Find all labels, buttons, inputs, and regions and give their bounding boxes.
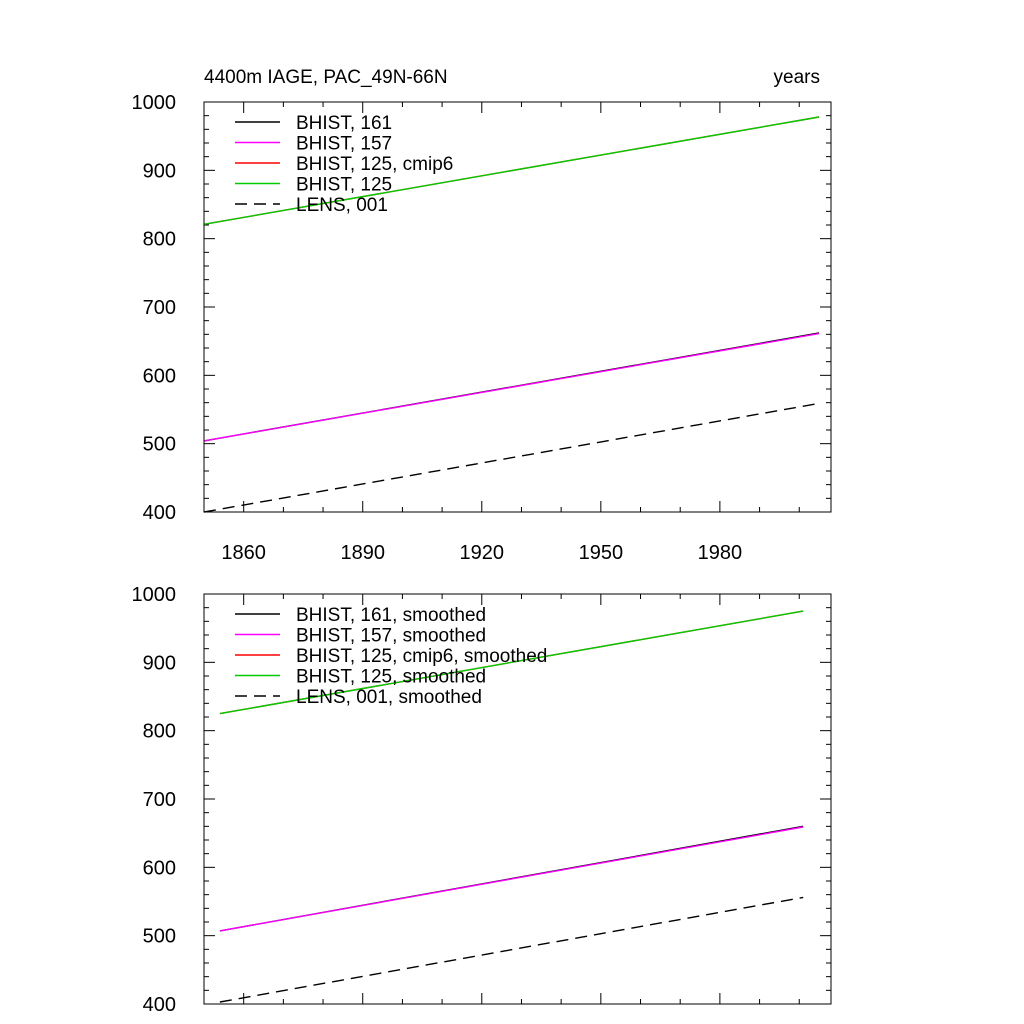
legend-label: BHIST, 161, smoothed: [296, 605, 486, 626]
chart-title: 4400m IAGE, PAC_49N-66N: [204, 67, 448, 88]
chart-panel-bottom: 400 500 600 700 800 900 1000 BHIST, 161, smoot…: [132, 584, 832, 1016]
y-tick-label: 600: [143, 365, 176, 387]
series-layer: [203, 116, 820, 513]
legend-label: LENS, 001: [296, 195, 388, 216]
legend-label: BHIST, 157: [296, 134, 392, 155]
y-tick-label: 800: [143, 229, 176, 251]
chart-panel-top: 4400m IAGE, PAC_49N-66N years 400 500 600 7…: [132, 67, 832, 564]
y-tick-label: 700: [143, 789, 176, 811]
y-tick-label: 900: [143, 160, 176, 182]
y-tick-label: 900: [143, 652, 176, 674]
x-tick-label: 1980: [698, 542, 743, 564]
y-tick-label: 500: [143, 434, 176, 456]
legend-label: LENS, 001, smoothed: [296, 687, 482, 708]
legend-label: BHIST, 125, smoothed: [296, 667, 486, 688]
legend-label: BHIST, 161: [296, 113, 392, 134]
series-layer: [219, 610, 804, 1003]
y-tick-label: 600: [143, 857, 176, 879]
x-tick-label: 1860: [221, 542, 266, 564]
y-tick-label: 500: [143, 926, 176, 948]
y-tick-label: 1000: [132, 92, 177, 114]
series-line-5: [219, 896, 804, 1003]
plot-frame: [203, 101, 832, 513]
axes-layer: 400 500 600 700 800 900 1000 1860 1890 1920 1950 19…: [132, 92, 831, 564]
legend-label: BHIST, 157, smoothed: [296, 626, 486, 647]
y-tick-label: 1000: [132, 584, 177, 606]
legend-label: BHIST, 125, cmip6, smoothed: [296, 646, 547, 667]
y-tick-label: 700: [143, 297, 176, 319]
x-tick-label: 1950: [579, 542, 624, 564]
x-tick-label: 1890: [340, 542, 385, 564]
axes-layer: 400 500 600 700 800 900 1000: [132, 584, 831, 1016]
legend-label: BHIST, 125: [296, 175, 392, 196]
series-line-2: [219, 826, 804, 932]
series-line-4: [203, 116, 820, 225]
series-line-5: [203, 402, 820, 513]
y-tick-label: 800: [143, 721, 176, 743]
series-line-4: [219, 610, 804, 715]
legend-label: BHIST, 125, cmip6: [296, 154, 453, 175]
chart-title-right: years: [774, 67, 820, 88]
plot-frame: [203, 593, 832, 1005]
series-line-2: [203, 332, 820, 442]
x-tick-label: 1920: [460, 542, 505, 564]
y-tick-label: 400: [143, 502, 176, 524]
y-tick-label: 400: [143, 994, 176, 1016]
